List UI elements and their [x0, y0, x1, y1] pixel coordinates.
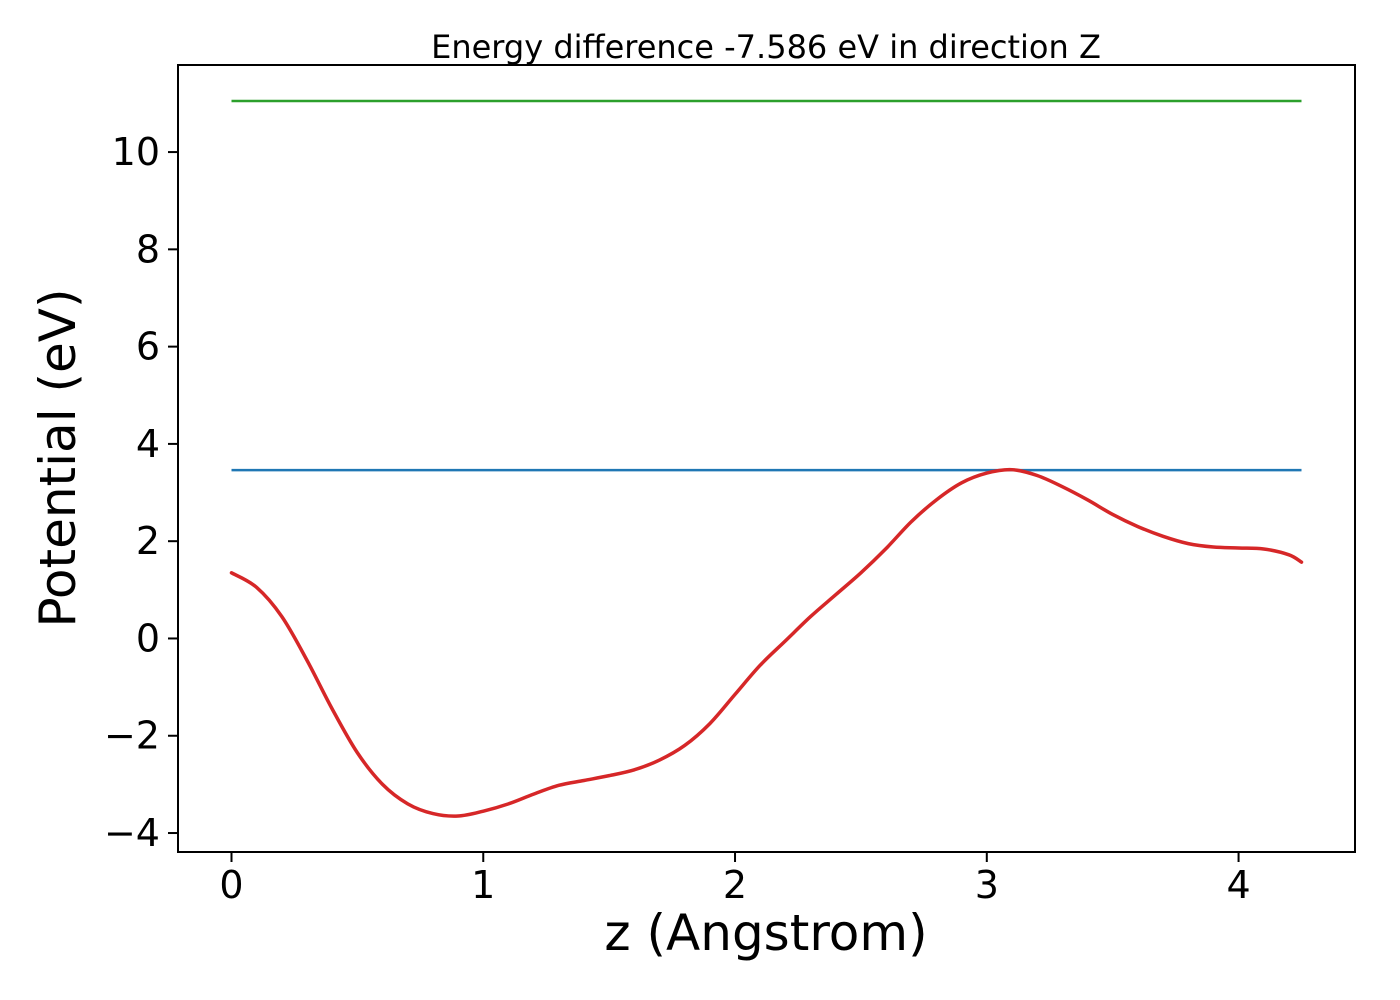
y-tick-label: 0 — [136, 616, 160, 660]
x-tick-label: 0 — [219, 863, 243, 907]
x-tick-label: 2 — [723, 863, 747, 907]
chart-title: Energy difference -7.586 eV in direction… — [431, 28, 1101, 66]
x-axis-label: z (Angstrom) — [604, 904, 928, 962]
x-tick-label: 1 — [471, 863, 495, 907]
y-tick-label: 8 — [136, 227, 160, 271]
potential-curve — [229, 467, 1304, 818]
y-tick-label: 10 — [112, 130, 160, 174]
y-tick-label: 4 — [136, 422, 160, 466]
y-tick-label: −2 — [104, 714, 160, 758]
y-tick-label: 2 — [136, 519, 160, 563]
y-tick-label: −4 — [104, 811, 160, 855]
y-tick-label: 6 — [136, 325, 160, 369]
y-axis-label: Potential (eV) — [29, 288, 87, 628]
axes-spines — [177, 64, 1356, 853]
x-tick-label: 4 — [1226, 863, 1250, 907]
x-tick-label: 3 — [975, 863, 999, 907]
